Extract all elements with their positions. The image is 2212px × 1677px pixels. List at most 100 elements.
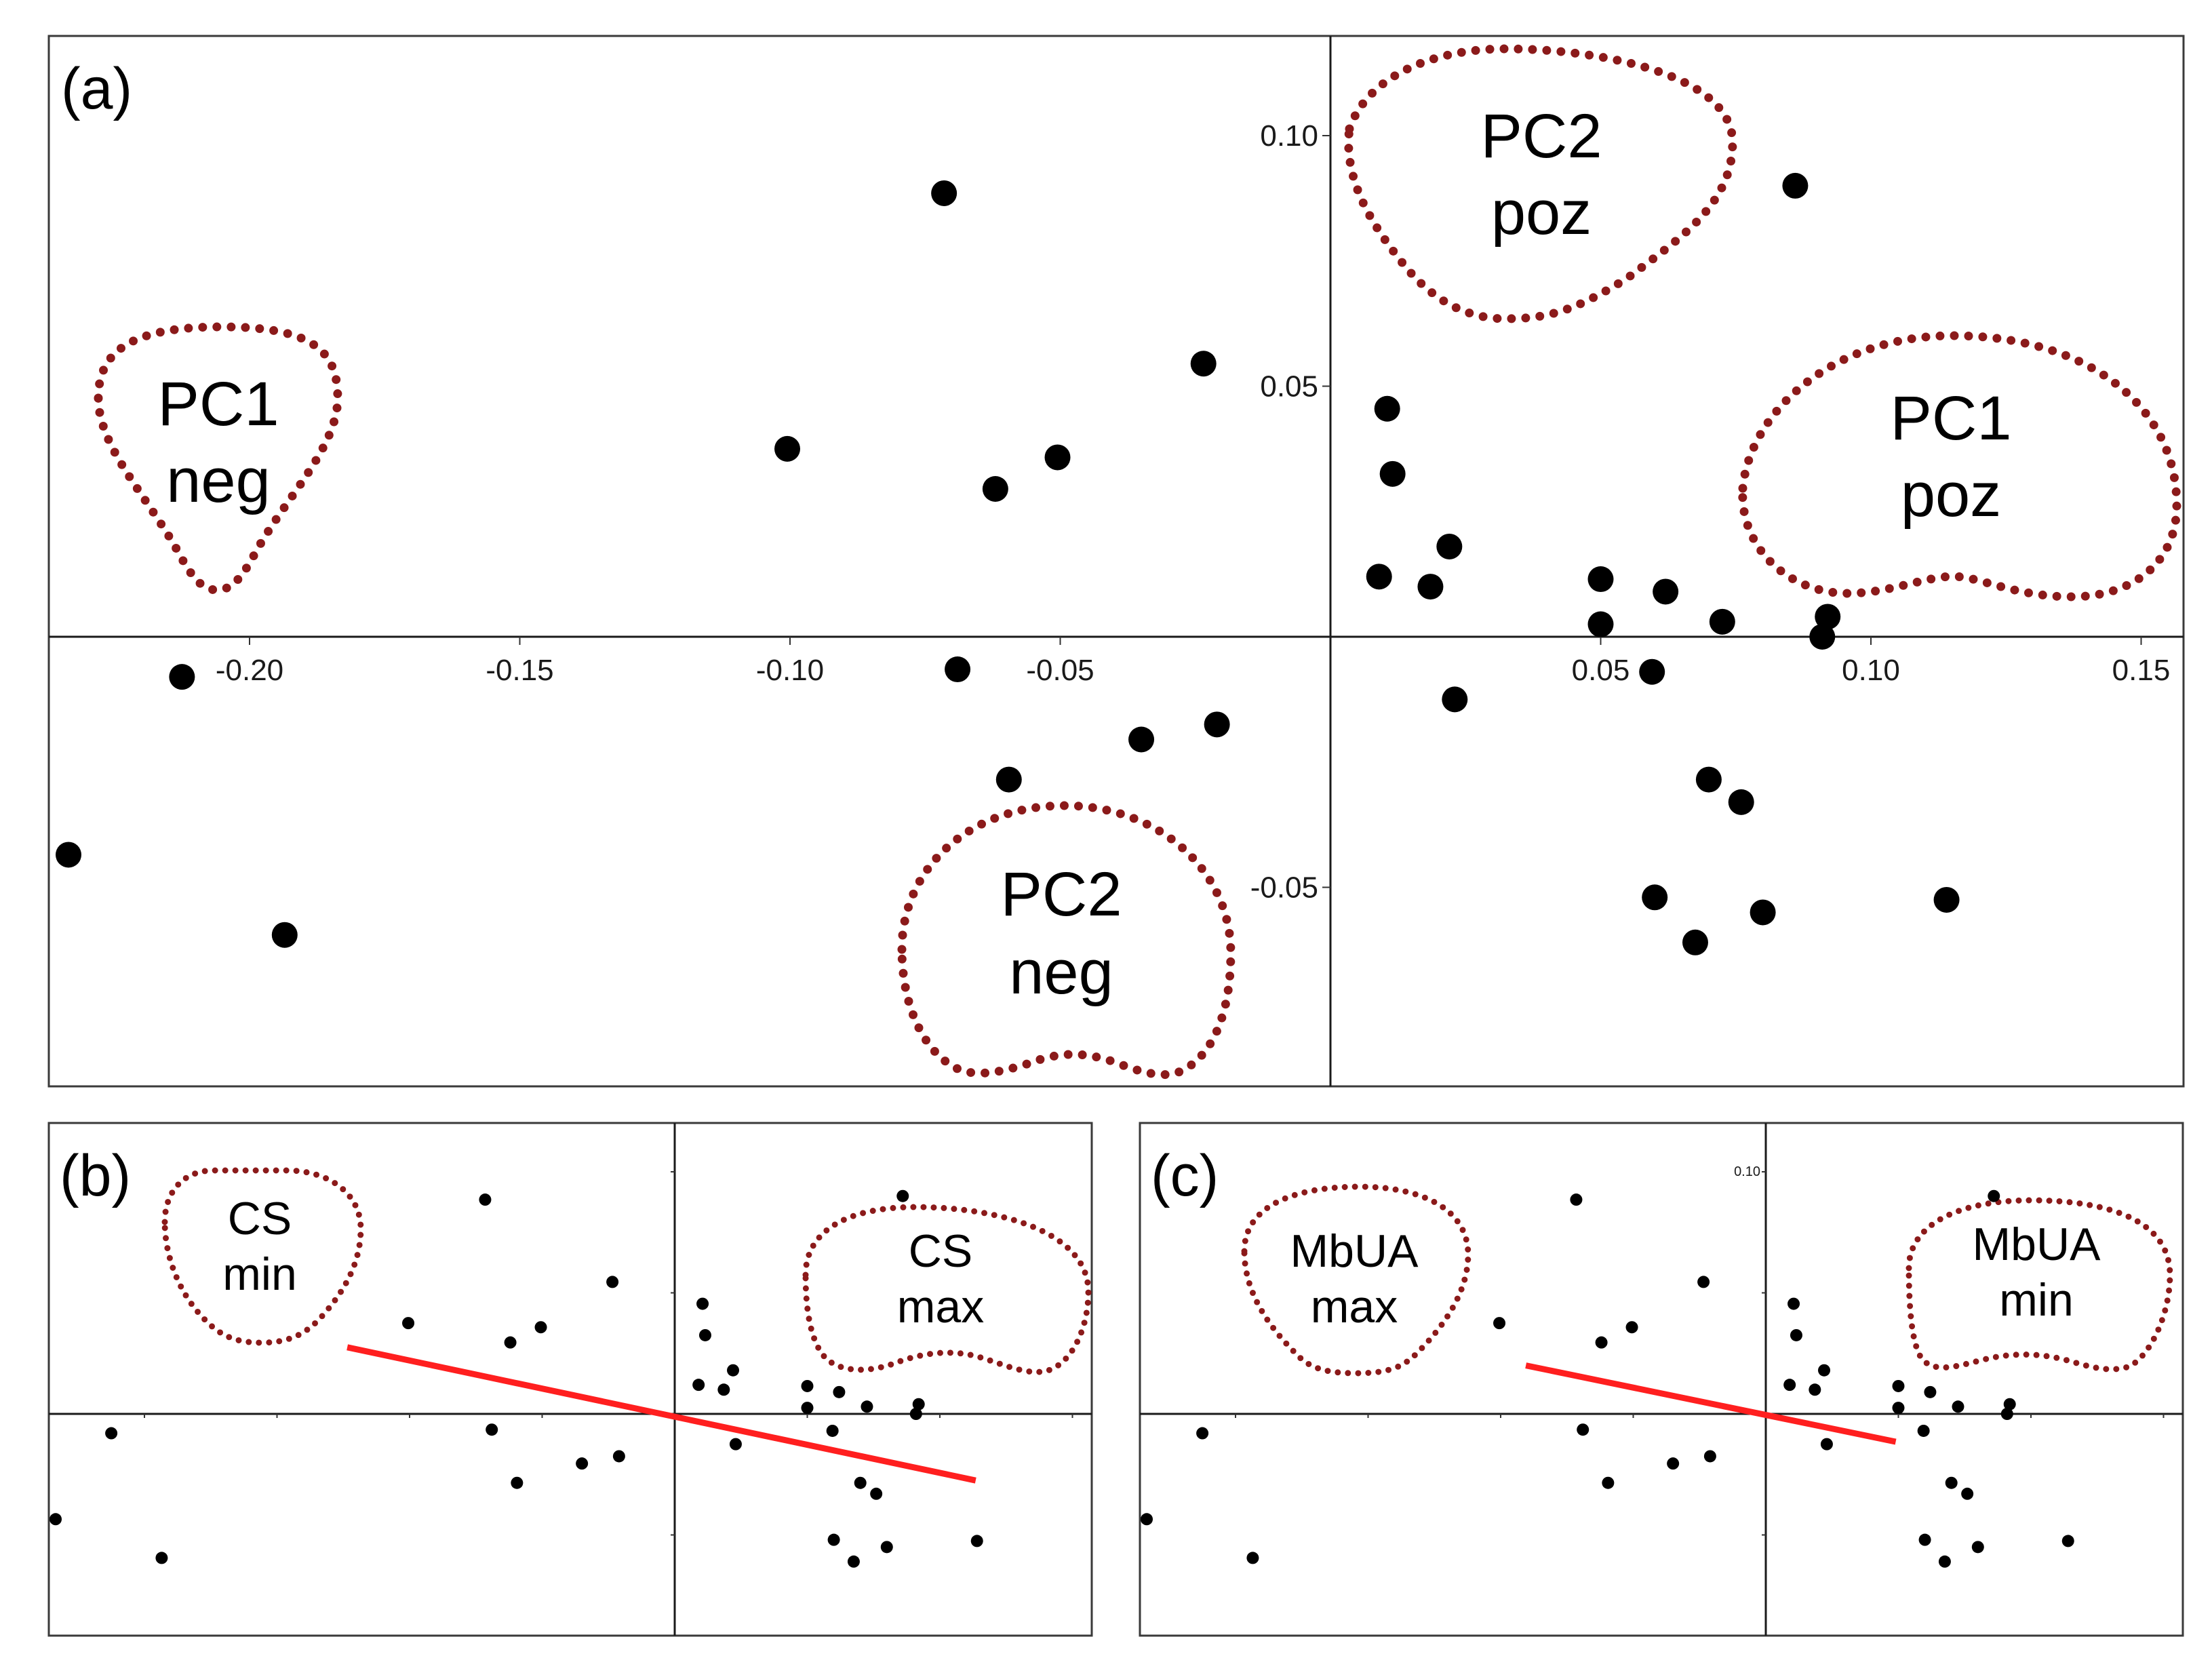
panel-a-data-point: [1653, 578, 1679, 605]
panel-c: 0.10 (c) MbUA max MbUA min: [1139, 1122, 2184, 1637]
panel-a-data-point: [1709, 608, 1735, 635]
panel-c-data-point: [1818, 1364, 1831, 1377]
panel-b-data-point: [50, 1513, 62, 1526]
panel-a-data-point: [56, 842, 82, 868]
pc1-neg-label-line1: PC1: [158, 370, 279, 439]
cs-min-label-line1: CS: [228, 1193, 292, 1244]
mbua-regression-line: [1525, 1362, 1897, 1445]
cs-max-label-line1: CS: [909, 1225, 972, 1277]
panel-c-y-tick-label: 0.10: [1734, 1164, 1760, 1179]
panel-b-ticks: [144, 1171, 1073, 1536]
panel-c-data-point: [1790, 1328, 1802, 1341]
panel-a-y-tick-label: 0.10: [1260, 119, 1318, 153]
panel-a-x-tick-label: -0.20: [216, 654, 283, 687]
panel-b-data-point: [861, 1400, 873, 1413]
panel-a-data-point: [1639, 658, 1665, 685]
panel-a-data-point: [1417, 574, 1444, 600]
panel-a-data-point: [1374, 395, 1400, 422]
panel-a-data-point: [1204, 711, 1230, 738]
panel-a-data-point: [774, 435, 801, 462]
panel-b-data-point: [692, 1379, 705, 1392]
mbua-min-label-line2: min: [1999, 1274, 2074, 1326]
cs-max-label-line2: max: [897, 1281, 984, 1333]
panel-c-data-point: [1917, 1424, 1930, 1437]
panel-c-data-point: [1602, 1476, 1615, 1489]
panel-a-data-point: [1642, 884, 1668, 911]
panel-b-data-point: [511, 1476, 524, 1489]
panel-a-data-point: [1933, 886, 1960, 913]
panel-c-frame: [1139, 1122, 2184, 1637]
panel-b-data-point: [729, 1438, 742, 1451]
panel-a-data-point: [982, 475, 1008, 502]
panel-a-x-tick-label: -0.15: [486, 654, 553, 687]
panel-b-data-point: [870, 1487, 883, 1500]
panel-c-data-point: [1924, 1385, 1937, 1398]
panel-a-data-point: [945, 656, 971, 683]
panel-c-data-point: [1938, 1555, 1951, 1568]
pc2-poz-label-line1: PC2: [1481, 102, 1602, 171]
panel-b-data-point: [606, 1276, 619, 1288]
mbua-max-label-line1: MbUA: [1290, 1225, 1419, 1277]
mbua-min-label-line1: MbUA: [1973, 1219, 2101, 1270]
panel-c-points: [1141, 1189, 2074, 1568]
panel-b-data-point: [576, 1457, 589, 1470]
panel-c-data-point: [1945, 1476, 1958, 1489]
panel-c-data-point: [1892, 1402, 1905, 1415]
panel-a-y-tick-label: 0.05: [1260, 370, 1318, 403]
panel-b-data-point: [801, 1379, 814, 1392]
panel-a-x-tick-label: 0.05: [1572, 654, 1630, 687]
panel-b-data-point: [909, 1408, 922, 1420]
panel-b: (b) CS min CS max: [47, 1122, 1093, 1637]
panel-a-data-point: [1587, 566, 1614, 593]
panel-a-data-point: [1750, 899, 1776, 926]
panel-a-data-point: [1379, 460, 1406, 487]
panel-b-data-point: [827, 1533, 840, 1546]
pc2-neg-label-line2: neg: [1009, 938, 1113, 1007]
panel-a-data-point: [1436, 533, 1463, 559]
mbua-max-label-line2: max: [1311, 1281, 1398, 1333]
panel-a-points: [56, 172, 1960, 955]
panel-a-frame: [47, 35, 2185, 1088]
panel-a-data-point: [1442, 686, 1468, 713]
panel-b-frame: [47, 1122, 1093, 1637]
panel-b-data-point: [826, 1424, 839, 1437]
panel-a-data-point: [271, 922, 298, 948]
panel-a-x-tick-label: -0.10: [756, 654, 824, 687]
panel-b-data-point: [727, 1364, 740, 1377]
panel-a-x-tick-label: 0.15: [2112, 654, 2171, 687]
panel-c-data-point: [1788, 1297, 1800, 1310]
mbua-max-outline: [1244, 1187, 1468, 1373]
panel-label-c: (c): [1151, 1143, 1219, 1208]
pc2-poz-label-line2: poz: [1491, 178, 1592, 248]
panel-a-ticks: -0.20 -0.15 -0.10 -0.05 0.05 0.10 0.15 0.10 0.05…: [216, 119, 2170, 905]
pc1-poz-label-line1: PC1: [1891, 384, 2012, 453]
panel-b-data-point: [912, 1398, 925, 1410]
panel-a-data-point: [1128, 726, 1155, 753]
panel-b-data-point: [698, 1328, 711, 1341]
panel-c-data-point: [1961, 1487, 1974, 1500]
panel-b-data-point: [970, 1535, 983, 1547]
panel-c-data-point: [2000, 1408, 2013, 1420]
panel-c-data-point: [1783, 1379, 1796, 1392]
panel-b-data-point: [717, 1383, 730, 1396]
panel-b-data-point: [896, 1189, 909, 1202]
panel-b-data-point: [486, 1423, 498, 1436]
panel-c-data-point: [1988, 1189, 2000, 1202]
panel-b-data-point: [696, 1297, 709, 1310]
panel-b-data-point: [479, 1193, 492, 1206]
panel-a-data-point: [1190, 351, 1217, 377]
panel-b-data-point: [833, 1385, 846, 1398]
panel-c-data-point: [1820, 1438, 1833, 1451]
pc1-poz-label-line2: poz: [1901, 460, 2001, 530]
pc1-neg-label-line2: neg: [166, 446, 271, 515]
panel-c-ticks: [1235, 1171, 2165, 1536]
panel-a-data-point: [1728, 789, 1754, 815]
panel-b-points: [50, 1189, 983, 1568]
panel-a-y-tick-label: -0.05: [1250, 871, 1318, 905]
panel-a-data-point: [1695, 766, 1722, 793]
panel-label-b: (b): [60, 1143, 131, 1208]
panel-c-data-point: [2061, 1535, 2074, 1547]
panel-c-data-point: [1141, 1513, 1153, 1526]
panel-b-data-point: [847, 1555, 860, 1568]
